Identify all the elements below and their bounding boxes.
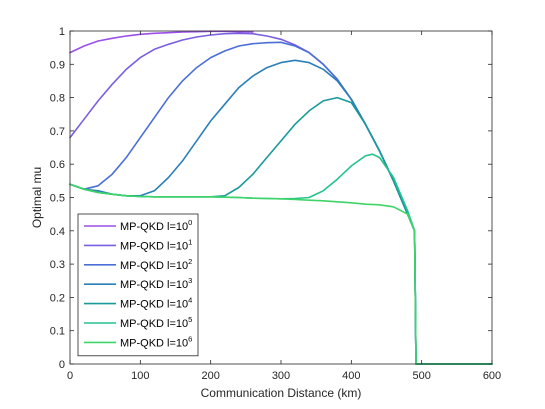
- legend-label: MP-QKD l=10: [120, 318, 188, 330]
- legend-entry-3: MP-QKD l=103: [120, 276, 192, 291]
- y-tick-label: 0.1: [50, 326, 65, 338]
- legend-label: MP-QKD l=10: [120, 240, 188, 252]
- x-tick-label: 500: [412, 370, 430, 382]
- legend-entry-2: MP-QKD l=102: [120, 257, 192, 272]
- series-layer: [69, 30, 493, 365]
- y-tick-label: 0.2: [50, 292, 65, 304]
- legend-entry-0: MP-QKD l=100: [120, 218, 192, 233]
- legend-exponent: 0: [188, 218, 192, 227]
- legend-entry-4: MP-QKD l=104: [120, 296, 192, 311]
- y-tick-label: 0: [59, 359, 65, 371]
- x-tick-label: 100: [131, 370, 149, 382]
- y-tick-label: 0.9: [50, 59, 65, 71]
- x-tick-label: 200: [201, 370, 219, 382]
- y-axis-title: Optimal mu: [30, 167, 44, 228]
- legend-exponent: 5: [188, 315, 192, 324]
- tick-layer: 0 100 200 300 400 500 600 0 0.1 0.2 0.3 0.4 0.5 0.6 0.…: [50, 26, 501, 382]
- legend-entry-5: MP-QKD l=105: [120, 315, 192, 330]
- x-tick-label: 300: [272, 370, 290, 382]
- y-tick-label: 0.5: [50, 193, 65, 205]
- legend-label: MP-QKD l=10: [120, 260, 188, 272]
- series-line-6: [69, 183, 493, 365]
- legend-exponent: 4: [188, 296, 192, 305]
- y-tick-label: 1: [59, 26, 65, 38]
- y-tick-label: 0.3: [50, 259, 65, 271]
- legend-entry-1: MP-QKD l=101: [120, 237, 192, 252]
- y-tick-label: 0.7: [50, 126, 65, 138]
- y-tick-label: 0.6: [50, 159, 65, 171]
- legend-entry-6: MP-QKD l=106: [120, 334, 192, 349]
- y-tick-label: 0.4: [50, 226, 65, 238]
- x-tick-label: 400: [342, 370, 360, 382]
- legend-label: MP-QKD l=10: [120, 221, 188, 233]
- y-tick-label: 0.8: [50, 93, 65, 105]
- legend-label: MP-QKD l=10: [120, 337, 188, 349]
- legend-exponent: 1: [188, 237, 192, 246]
- legend-exponent: 2: [188, 257, 192, 266]
- x-axis-title: Communication Distance (km): [201, 386, 362, 400]
- legend-exponent: 3: [188, 276, 192, 285]
- x-tick-label: 0: [67, 370, 73, 382]
- legend-label: MP-QKD l=10: [120, 279, 188, 291]
- legend-exponent: 6: [188, 334, 192, 343]
- legend-label: MP-QKD l=10: [120, 299, 188, 311]
- x-tick-label: 600: [483, 370, 501, 382]
